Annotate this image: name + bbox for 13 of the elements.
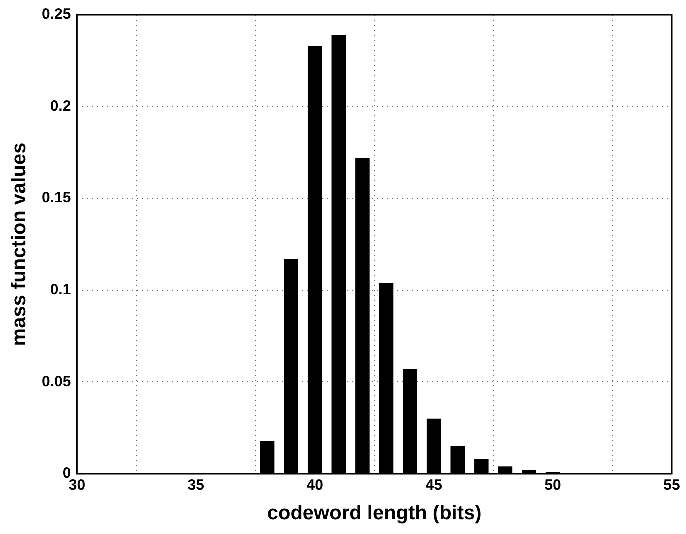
y-tick-label: 0.15 [42,190,72,207]
y-tick-label: 0.2 [50,98,72,115]
x-tick-label: 40 [306,477,324,494]
y-tick-label: 0.25 [42,6,72,24]
x-tick-label: 55 [664,477,680,494]
x-tick-label: 45 [426,477,442,494]
y-tick-label: 0.05 [42,373,72,390]
y-axis-title: mass function values [8,142,31,346]
x-tick-label: 50 [544,477,562,494]
x-tick-label: 35 [188,477,204,494]
x-axis-title: codeword length (bits) [267,502,482,525]
y-tick-label: 0.1 [50,282,72,299]
x-tick-label: 30 [68,477,86,494]
